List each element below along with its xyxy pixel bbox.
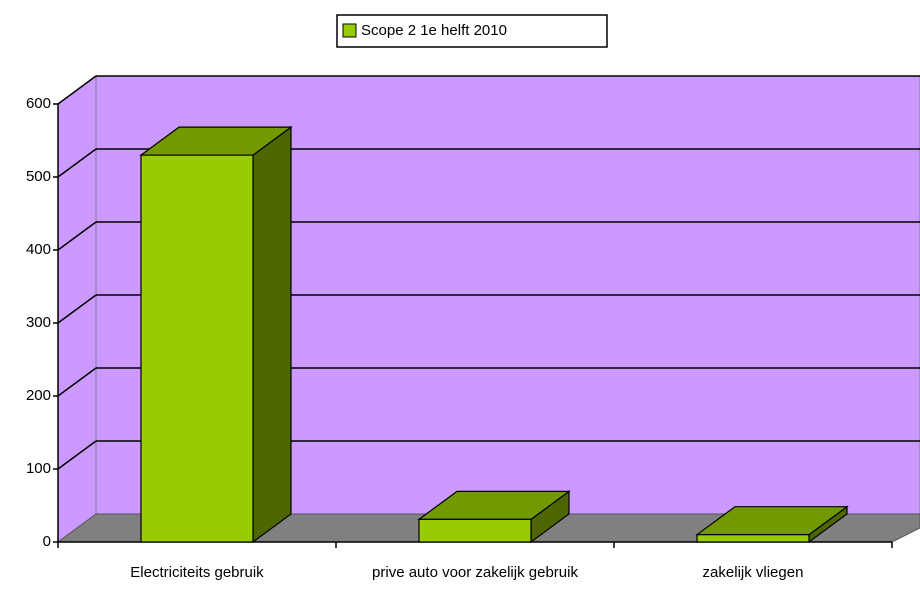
legend-swatch — [342, 23, 357, 38]
bar-front — [696, 534, 810, 543]
grid-line — [57, 221, 97, 251]
y-tick-label: 200 — [26, 387, 51, 404]
bar-front — [140, 154, 254, 543]
bar — [417, 490, 571, 544]
grid-line — [57, 148, 97, 178]
grid-line — [57, 294, 97, 324]
legend-box — [336, 14, 608, 48]
x-tick-label: zakelijk vliegen — [702, 564, 804, 581]
bar-side — [252, 125, 292, 544]
y-tick-label: 600 — [26, 95, 51, 112]
grid-line — [57, 440, 97, 470]
x-tick-label: Electriciteits gebruik — [130, 564, 264, 581]
bar-front — [418, 518, 532, 543]
legend-label: Scope 2 1e helft 2010 — [361, 22, 507, 39]
y-tick-label: 300 — [26, 314, 51, 331]
y-tick-label: 500 — [26, 168, 51, 185]
x-tick-label: prive auto voor zakelijk gebruik — [372, 564, 578, 581]
y-tick-label: 0 — [43, 533, 51, 550]
grid-line — [57, 367, 97, 397]
y-tick-label: 400 — [26, 241, 51, 258]
bar — [139, 125, 293, 544]
grid-line — [57, 75, 97, 105]
y-tick-label: 100 — [26, 460, 51, 477]
bar — [695, 505, 849, 544]
